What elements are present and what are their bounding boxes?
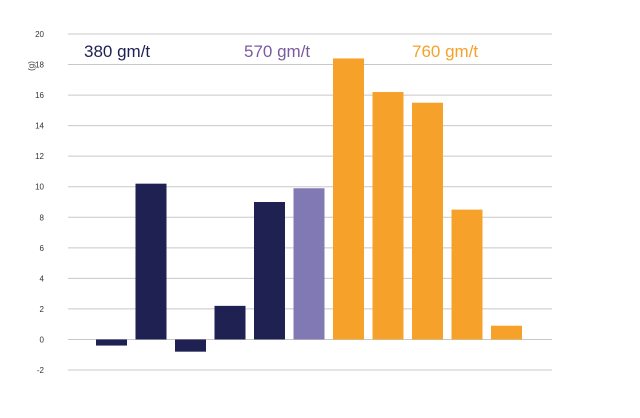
y-tick-label: 4 xyxy=(40,274,45,283)
y-tick-label: -2 xyxy=(37,366,45,375)
y-tick-label: 18 xyxy=(35,61,44,70)
bar xyxy=(293,188,325,340)
bar xyxy=(175,339,206,352)
series-annotation: 570 gm/t xyxy=(244,42,310,61)
series-annotation: 760 gm/t xyxy=(412,42,478,61)
y-tick-label: 10 xyxy=(35,183,44,192)
y-axis-label: (g) xyxy=(27,61,36,71)
y-tick-label: 8 xyxy=(40,213,45,222)
y-tick-label: 6 xyxy=(40,244,45,253)
y-tick-label: 14 xyxy=(35,122,44,131)
y-tick-label: 0 xyxy=(40,335,45,344)
bar xyxy=(214,305,246,340)
bar xyxy=(254,202,285,340)
y-tick-label: 2 xyxy=(40,305,45,314)
bar xyxy=(96,339,127,346)
bar xyxy=(333,58,364,340)
y-tick-label: 12 xyxy=(35,152,44,161)
bar xyxy=(451,209,483,340)
bar xyxy=(412,102,443,340)
y-tick-label: 20 xyxy=(35,30,44,39)
series-annotation: 380 gm/t xyxy=(84,42,150,61)
bar xyxy=(372,92,404,340)
y-tick-label: 16 xyxy=(35,91,44,100)
bar xyxy=(135,183,167,340)
bar xyxy=(491,325,522,340)
